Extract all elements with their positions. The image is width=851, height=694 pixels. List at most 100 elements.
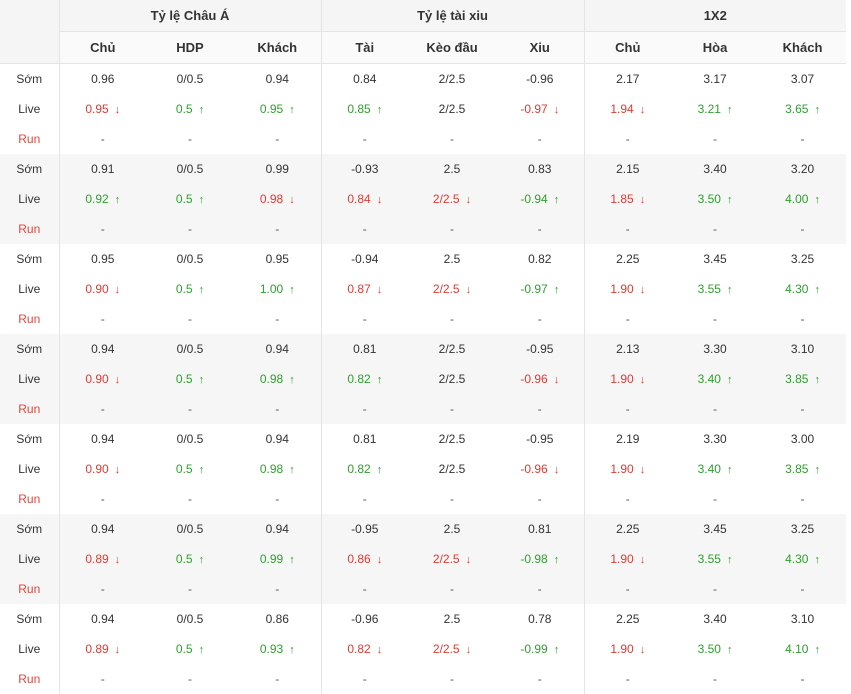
odds-value: - <box>625 581 630 596</box>
odds-value: - <box>188 221 192 236</box>
odds-value: 0/0.5 <box>176 71 204 86</box>
odds-value: 0.94 <box>265 341 289 356</box>
odds-value: 0.96 <box>91 71 115 86</box>
odds-value: 2.5 <box>443 161 461 176</box>
odds-value: 2.25 <box>616 521 640 536</box>
odds-cell: 0/0.5 <box>146 64 234 94</box>
odds-value: 2.5 <box>443 521 461 536</box>
odds-cell: 0.78 <box>496 604 584 634</box>
odds-cell: 0.94 <box>234 333 322 364</box>
odds-value: 0.82 <box>347 371 371 386</box>
arrow-up-icon: ↑ <box>814 283 820 296</box>
odds-value: 0.90 <box>85 281 109 296</box>
odds-value: 0.82 <box>347 641 371 656</box>
odds-cell: 2/2.5 <box>408 454 496 484</box>
odds-cell: 3.17 <box>671 64 759 94</box>
arrow-up-icon: ↑ <box>553 553 560 566</box>
odds-value: - <box>275 491 280 506</box>
arrow-up-icon: ↑ <box>726 553 733 566</box>
row-label-run: Run <box>18 491 41 506</box>
odds-cell: 2/2.5 <box>408 424 496 454</box>
odds-cell: - <box>583 663 672 694</box>
table-row-live: Live 0.90 ↓ 0.5 ↑ 0.98 ↑ 0.82 ↑ 2/2.5 -0.96 ↓ 1.90 ↓ 3… <box>0 453 846 484</box>
odds-cell: 2/2.5 ↓ <box>408 543 497 574</box>
odds-value: - <box>100 581 105 596</box>
odds-cell: 3.45 <box>671 244 759 274</box>
odds-cell: 2.17 <box>583 63 672 94</box>
table-row-run: Run - - - - - - - - - <box>0 123 846 154</box>
odds-value: - <box>275 221 280 236</box>
odds-cell: 0.83 <box>496 153 585 184</box>
odds-value: -0.93 <box>351 161 379 176</box>
odds-cell: - <box>234 124 321 154</box>
odds-value: -0.97 <box>520 101 548 116</box>
odds-cell: - <box>671 664 759 694</box>
odds-cell: 3.10 <box>759 604 846 634</box>
odds-cell: 0.95 <box>234 244 321 274</box>
odds-cell: 2/2.5 <box>408 94 496 124</box>
col-header: Khách <box>234 31 322 64</box>
odds-cell: 2/2.5 <box>408 333 497 364</box>
odds-value: -0.96 <box>520 371 548 386</box>
odds-value: - <box>800 131 805 146</box>
odds-cell: 3.21 ↑ <box>671 94 759 124</box>
odds-value: 3.55 <box>697 551 721 566</box>
row-label-run: Run <box>18 671 41 686</box>
odds-cell: - <box>759 213 847 244</box>
odds-cell: 0.82 ↓ <box>320 633 409 664</box>
arrow-down-icon: ↓ <box>376 643 383 656</box>
odds-cell: 4.00 ↑ <box>759 183 847 214</box>
arrow-up-icon: ↑ <box>726 373 733 386</box>
arrow-up-icon: ↑ <box>814 643 820 656</box>
arrow-up-icon: ↑ <box>198 373 205 386</box>
odds-cell: 3.40 <box>671 153 760 184</box>
arrow-up-icon: ↑ <box>198 283 205 296</box>
odds-value: 0.5 <box>175 641 193 656</box>
odds-cell: 0.81 <box>320 333 409 364</box>
odds-cell: 0.92 ↑ <box>58 183 146 214</box>
odds-cell: - <box>496 573 585 604</box>
odds-value: -0.99 <box>520 641 548 656</box>
odds-value: 4.30 <box>785 551 809 566</box>
odds-value: - <box>362 671 367 686</box>
odds-value: - <box>537 311 542 326</box>
odds-cell: - <box>320 573 409 604</box>
odds-cell: - <box>408 213 497 244</box>
odds-value: 4.30 <box>785 281 809 296</box>
odds-value: 2/2.5 <box>438 431 466 446</box>
odds-cell: 0.81 <box>320 423 409 454</box>
odds-value: 1.00 <box>259 281 284 296</box>
odds-cell: - <box>496 393 585 424</box>
odds-cell: - <box>759 304 846 334</box>
odds-value: 0.95 <box>91 251 115 266</box>
odds-cell: 1.90 ↓ <box>583 363 672 394</box>
odds-value: - <box>188 491 192 506</box>
odds-cell: 3.30 <box>671 424 759 454</box>
row-label-live: Live <box>18 281 41 296</box>
odds-cell: - <box>496 484 584 514</box>
odds-value: - <box>537 671 542 686</box>
odds-value: 2.17 <box>616 71 640 86</box>
odds-cell: - <box>58 213 146 244</box>
odds-cell: 2.25 <box>583 243 672 274</box>
odds-cell: - <box>408 304 496 334</box>
odds-cell: 3.40 <box>671 604 759 634</box>
group-over-under-title: Tỷ lệ tài xiu <box>320 0 585 32</box>
odds-cell: 0.5 ↑ <box>146 94 234 124</box>
odds-cell: - <box>408 664 496 694</box>
odds-cell: - <box>671 484 759 514</box>
odds-cell: - <box>320 303 409 334</box>
odds-cell: 0.5 ↑ <box>146 183 234 214</box>
odds-value: -0.98 <box>520 551 548 566</box>
odds-value: 3.45 <box>703 251 727 266</box>
odds-value: - <box>800 581 805 596</box>
odds-cell: 0/0.5 <box>146 604 234 634</box>
odds-cell: 3.10 <box>759 333 847 364</box>
odds-value: - <box>100 491 105 506</box>
odds-value: - <box>362 581 367 596</box>
table-row-som: Sớm 0.94 0/0.5 0.86 -0.96 2.5 0.78 2.25 3.40 3.10 <box>0 603 846 634</box>
odds-cell: 0.5 ↑ <box>146 274 234 304</box>
odds-cell: 2.25 <box>583 513 672 544</box>
odds-value: - <box>625 401 630 416</box>
table-row-som: Sớm 0.95 0/0.5 0.95 -0.94 2.5 0.82 2.25 3.45 3.25 <box>0 243 846 274</box>
